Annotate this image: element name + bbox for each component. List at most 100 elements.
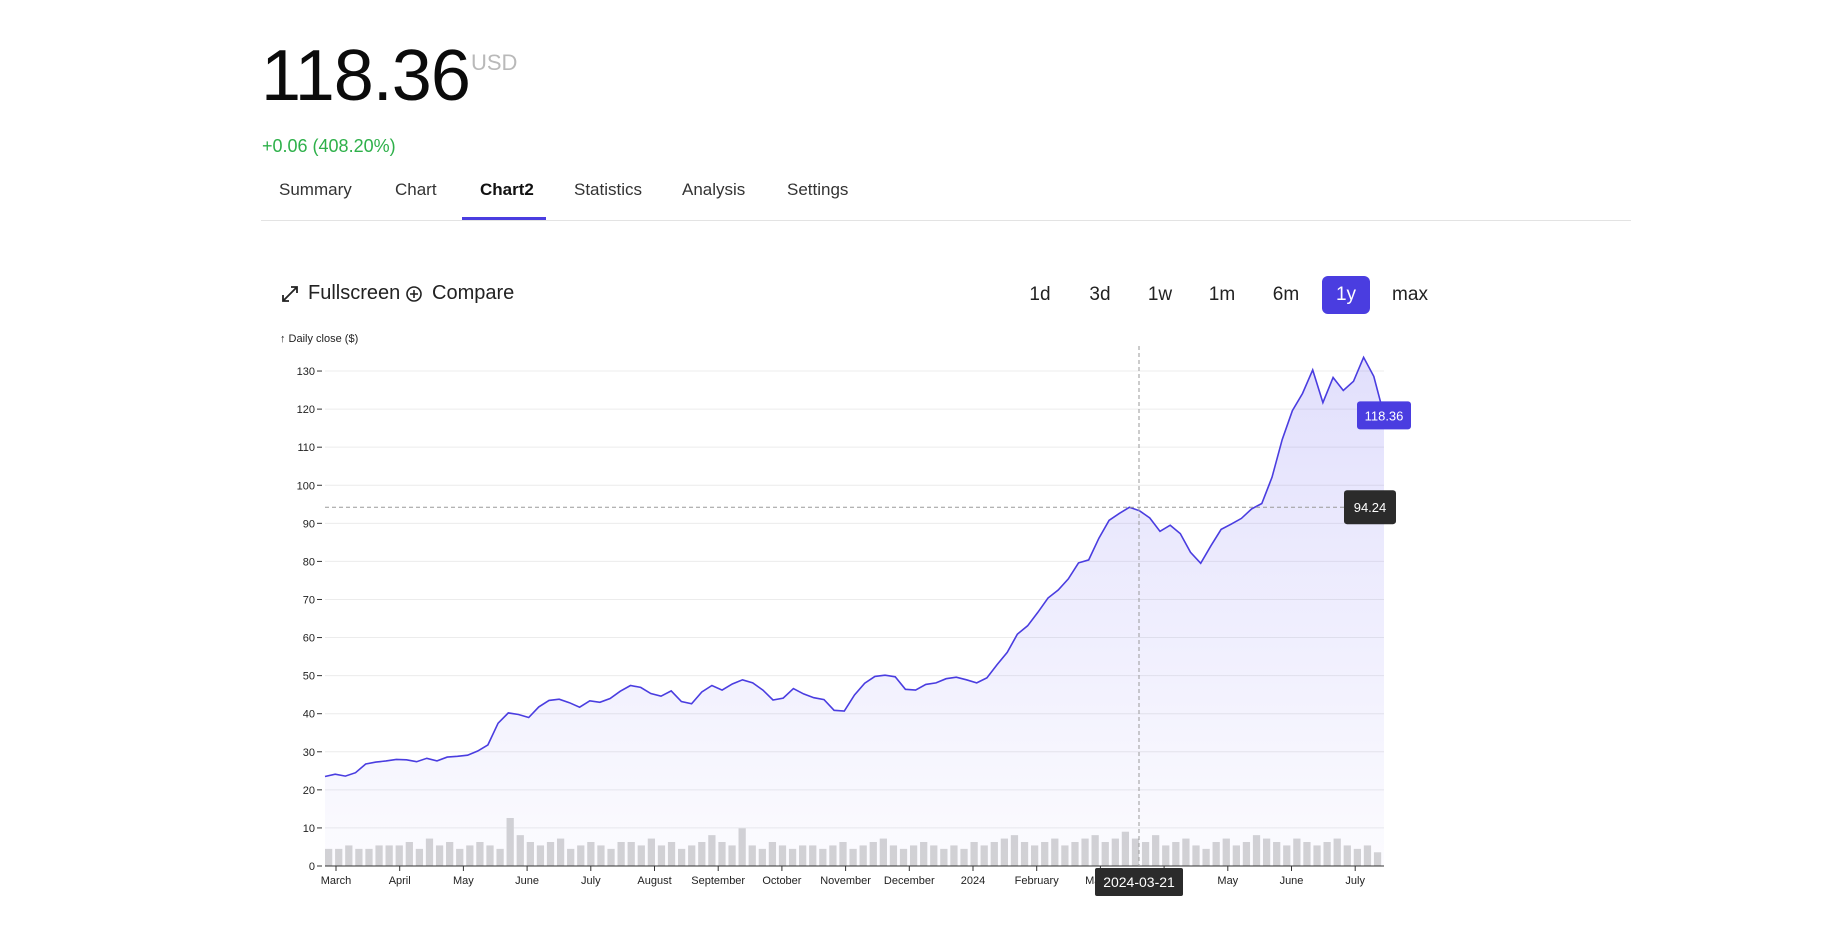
volume-bar — [819, 848, 827, 866]
volume-bar — [1353, 848, 1362, 866]
volume-bar — [960, 848, 968, 866]
volume-bar — [1333, 838, 1341, 866]
last-price-badge-text: 118.36 — [1365, 408, 1404, 423]
volume-bar — [1091, 835, 1099, 866]
volume-bar — [395, 845, 403, 866]
volume-bar — [446, 842, 454, 866]
compare-button[interactable]: Compare — [404, 282, 514, 305]
volume-bar — [637, 845, 645, 866]
volume-bar — [1252, 835, 1261, 866]
tab-settings[interactable]: Settings — [787, 180, 849, 199]
range-1y[interactable]: 1y — [1322, 276, 1370, 314]
volume-bar — [405, 842, 413, 866]
volume-bar — [546, 842, 555, 866]
y-tick-label: 30 — [303, 747, 315, 759]
volume-bar — [1172, 842, 1180, 866]
range-3d[interactable]: 3d — [1089, 284, 1111, 305]
volume-bar — [788, 848, 797, 866]
price-area — [325, 357, 1384, 866]
volume-bar — [335, 848, 343, 866]
range-1w[interactable]: 1w — [1147, 284, 1173, 305]
y-tick-label: 120 — [297, 404, 315, 416]
volume-bar — [1242, 842, 1251, 866]
x-tick-label: December — [884, 875, 935, 887]
volume-bar — [738, 828, 746, 866]
price-change: +0.06 (408.20%) — [262, 136, 396, 156]
volume-bar — [708, 835, 716, 866]
price-line — [324, 355, 1385, 778]
volume-bar — [859, 845, 867, 866]
tab-bar: Summary Chart Chart2 Statistics Analysis… — [261, 168, 1631, 221]
volume-bar — [879, 838, 887, 866]
tab-analysis[interactable]: Analysis — [682, 180, 746, 199]
x-tick-label: October — [762, 875, 801, 887]
current-price: 118.36 — [261, 36, 471, 116]
range-1d[interactable]: 1d — [1029, 284, 1051, 305]
date-tooltip-text: 2024-03-21 — [1103, 874, 1175, 890]
volume-bar — [1061, 845, 1069, 866]
tab-chart2[interactable]: Chart2 — [480, 180, 534, 199]
x-tick-label: February — [1015, 875, 1060, 887]
range-max[interactable]: max — [1392, 284, 1428, 305]
x-tick-label: 2024 — [961, 875, 985, 887]
volume-bar — [869, 842, 877, 866]
volume-bar — [698, 842, 706, 866]
volume-bar — [345, 845, 353, 866]
x-tick-label: March — [321, 875, 352, 887]
volume-bar — [970, 842, 978, 866]
value-tooltip-text: 94.24 — [1354, 500, 1387, 515]
active-tab-indicator — [462, 217, 546, 220]
volume-bar — [647, 838, 656, 866]
y-tick-label: 60 — [303, 633, 315, 645]
volume-bar — [1020, 842, 1029, 866]
volume-bar — [1000, 838, 1009, 866]
y-tick-label: 100 — [297, 480, 315, 492]
x-tick-label: July — [1345, 875, 1365, 887]
volume-bar — [990, 842, 998, 866]
volume-bar — [325, 848, 333, 866]
price-block: 118.36 USD — [261, 36, 517, 116]
fullscreen-button[interactable]: Fullscreen — [280, 282, 400, 305]
range-6m[interactable]: 6m — [1272, 284, 1300, 305]
volume-bar — [667, 842, 676, 866]
volume-bar — [1363, 845, 1372, 866]
x-tick-label: November — [820, 875, 871, 887]
y-tick-label: 20 — [303, 785, 315, 797]
tab-summary[interactable]: Summary — [279, 180, 352, 199]
x-tick-label: July — [581, 875, 601, 887]
value-tooltip — [1344, 490, 1396, 525]
volume-bar — [476, 842, 484, 866]
date-tooltip — [1095, 868, 1183, 896]
volume-bar — [1121, 831, 1130, 866]
y-tick-label: 80 — [303, 556, 315, 568]
volume-bar — [607, 848, 615, 866]
compare-label: Compare — [432, 282, 515, 304]
volume-bar — [486, 845, 494, 866]
x-tick-label: March — [1085, 875, 1116, 887]
volume-bar — [1273, 842, 1281, 866]
volume-bar — [839, 842, 847, 866]
y-tick-label: 130 — [297, 366, 315, 378]
volume-bar — [920, 842, 928, 866]
range-1m[interactable]: 1m — [1208, 284, 1236, 305]
x-tick-label: May — [453, 875, 474, 887]
volume-bar — [1222, 838, 1230, 866]
currency-label: USD — [471, 50, 518, 75]
x-tick-label: September — [691, 875, 745, 887]
volume-bar — [748, 845, 756, 866]
volume-bar — [899, 848, 908, 866]
y-tick-label: 0 — [309, 861, 315, 873]
tab-chart[interactable]: Chart — [395, 180, 437, 199]
y-tick-label: 50 — [303, 671, 315, 683]
volume-bar — [385, 845, 393, 866]
volume-bar — [415, 848, 424, 866]
volume-bar — [1192, 845, 1200, 866]
volume-bar — [1131, 838, 1140, 866]
x-tick-label: May — [1217, 875, 1238, 887]
volume-bar — [909, 845, 918, 866]
tab-statistics[interactable]: Statistics — [574, 180, 643, 199]
volume-bar — [728, 845, 736, 866]
volume-bar — [506, 818, 514, 866]
volume-bar — [456, 848, 464, 866]
volume-bar — [466, 845, 474, 866]
